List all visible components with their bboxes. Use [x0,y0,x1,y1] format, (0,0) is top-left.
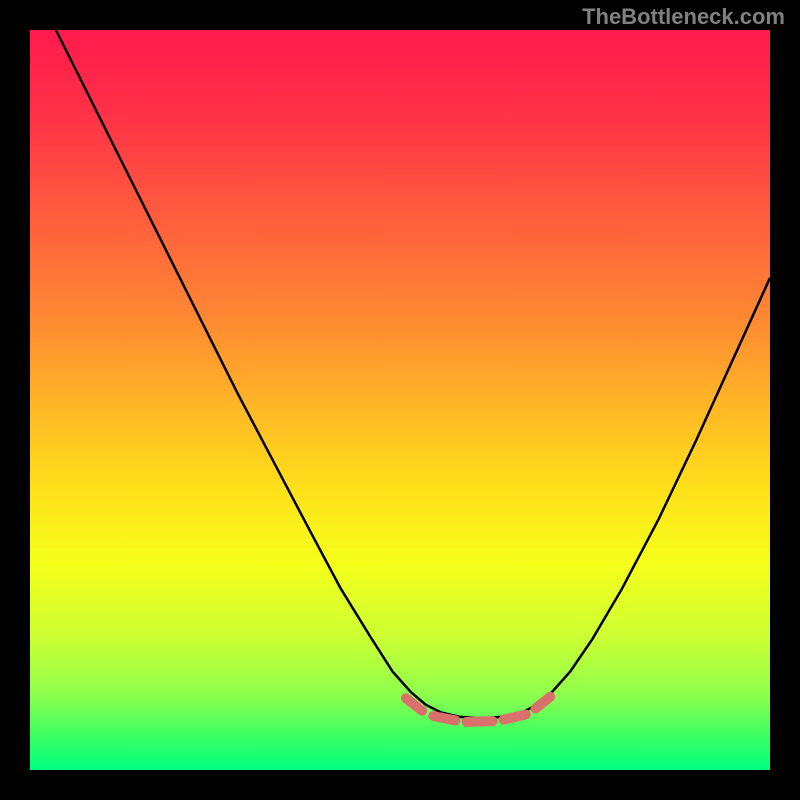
bottleneck-chart: TheBottleneck.com [0,0,800,800]
bottleneck-curve [56,30,770,718]
plot-area [30,30,770,770]
optimal-range-marker-1 [433,716,455,720]
optimal-range-marker-3 [504,715,526,720]
watermark-text: TheBottleneck.com [582,4,785,30]
optimal-range-marker-4 [535,697,550,709]
optimal-range-marker-2 [467,721,493,722]
curve-layer [30,30,770,770]
